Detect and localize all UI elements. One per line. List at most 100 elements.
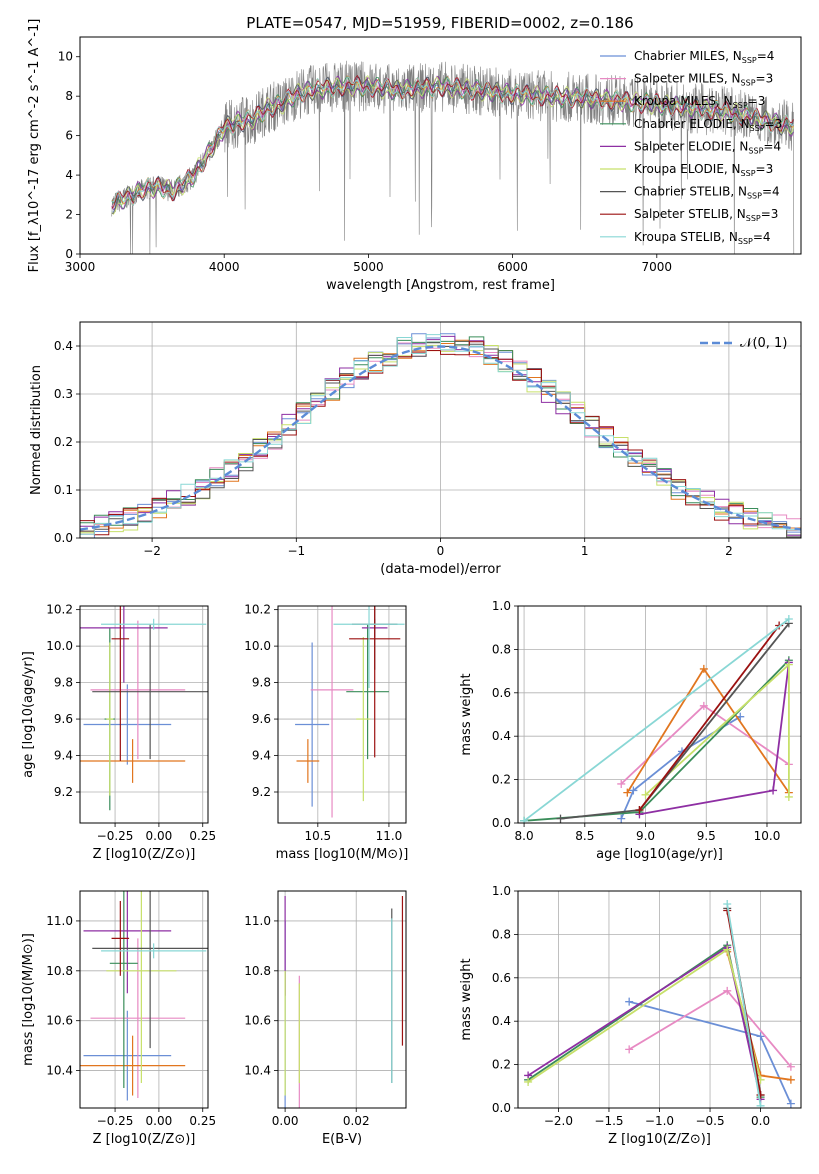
y-tick-label: 9.2 [252, 785, 271, 799]
y-tick-label: 10.4 [244, 1064, 271, 1078]
legend-count: =4 [762, 185, 780, 199]
x-tick-label: 10.5 [304, 829, 331, 843]
y-tick-label: 0.6 [492, 971, 511, 985]
x-tick-label: −0.25 [97, 1114, 134, 1128]
legend-model: Salpeter ELODIE, N [634, 139, 748, 153]
mass-weight-point [786, 1075, 795, 1084]
x-axis-label: Z [log10(Z/Z⊙)] [93, 1132, 196, 1147]
mass-weight-point [784, 660, 793, 669]
axes-mass-weight-vs-age: 8.0 8.5 9.0 9.5 10.0 0.0 0.2 0.4 0.6 0.8 1.0 age [l… [459, 599, 802, 862]
y-axis-label: mass [log10(M/M⊙)] [21, 933, 36, 1066]
x-tick-label: 0.0 [751, 1114, 770, 1128]
legend-count: =4 [763, 139, 781, 153]
legend-count: =3 [761, 207, 779, 221]
y-axis-label: Normed distribution [29, 365, 44, 495]
legend-subscript: SSP [742, 56, 757, 65]
y-tick-label: 0.8 [492, 642, 511, 656]
mass-weight-point [623, 788, 632, 797]
plot-area-mass-weight-vs-age [520, 615, 793, 823]
legend-entry: Kroupa ELODIE, NSSP=3 [634, 162, 773, 178]
y-axis-label: Flux [f_λ10^-17 erg cm^-2 s^-1 A^-1] [27, 19, 42, 273]
x-tick-label: −0.5 [695, 1114, 724, 1128]
axes-residuals: −2 −1 0 1 2 0.0 0.1 0.2 0.3 0.4 (data-model)/error… [29, 321, 802, 577]
legend-count: =3 [765, 117, 783, 131]
axes-age-vs-mass: 10.5 11.0 9.2 9.4 9.6 9.8 10.0 10.2 mass [log10(… [244, 603, 408, 862]
axes-spectrum: 3000 4000 5000 6000 7000 0 2 4 6 8 10 wavelength [A… [27, 19, 802, 293]
legend-entry: Salpeter STELIB, NSSP=3 [634, 207, 778, 223]
mass-weight-point [617, 814, 626, 823]
axes-mass-vs-EBV: 0.00 0.02 10.4 10.6 10.8 11.0 E(B-V) [244, 890, 407, 1147]
y-tick-label: 10.4 [46, 1064, 73, 1078]
y-axis-label: age [log10(age/yr)] [21, 651, 36, 778]
legend-model: Salpeter MILES, N [634, 72, 741, 86]
legend-subscript: SSP [746, 214, 761, 223]
mass-weight-line [726, 951, 792, 1081]
legend-model: Kroupa MILES, N [634, 94, 733, 108]
mass-weight-point [524, 1077, 533, 1086]
mass-weight-point [784, 792, 793, 801]
y-tick-label: 0.0 [54, 531, 73, 545]
histogram-steps [80, 334, 801, 535]
y-tick-label: 0.6 [492, 686, 511, 700]
x-tick-label: 3000 [65, 260, 96, 274]
legend-entry: Chabrier MILES, NSSP=4 [634, 49, 774, 65]
x-tick-label: 8.5 [575, 829, 594, 843]
x-tick-label: 0.00 [146, 829, 173, 843]
y-tick-label: 0 [65, 247, 73, 261]
y-tick-label: 9.4 [54, 749, 73, 763]
legend-count: =3 [748, 94, 766, 108]
y-tick-label: 0.2 [492, 1058, 511, 1072]
y-tick-label: 0.1 [54, 483, 73, 497]
mass-weight-line [560, 622, 790, 820]
mass-weight-point [625, 997, 634, 1006]
x-tick-label: −2.0 [544, 1114, 573, 1128]
y-tick-label: 9.8 [54, 676, 73, 690]
plot-area-age-vs-mass [295, 606, 405, 818]
mass-weight-point [723, 945, 732, 954]
mass-weight-line [524, 659, 790, 822]
legend-model: Kroupa STELIB, N [634, 230, 738, 244]
legend-entry: Kroupa MILES, NSSP=3 [634, 94, 765, 110]
x-tick-label: 7000 [642, 260, 673, 274]
x-axis-label: wavelength [Angstrom, rest frame] [326, 278, 555, 293]
legend-entry: Kroupa STELIB, NSSP=4 [634, 230, 771, 246]
axes-frame [517, 605, 802, 824]
y-tick-label: 8 [65, 89, 73, 103]
legend-model: Salpeter STELIB, N [634, 207, 746, 221]
plot-area-mass-vs-EBV [284, 895, 404, 1108]
x-tick-label: 10.0 [754, 829, 781, 843]
mass-weight-line [638, 624, 780, 811]
legend-entry: Chabrier ELODIE, NSSP=3 [634, 117, 782, 133]
y-tick-label: 0.2 [54, 435, 73, 449]
y-tick-label: 10 [58, 50, 73, 64]
x-axis-label: (data-model)/error [380, 562, 501, 577]
legend-model: Chabrier MILES, N [634, 49, 742, 63]
legend-entry: Salpeter MILES, NSSP=3 [634, 72, 773, 88]
model-fit-line [111, 74, 794, 209]
mass-weight-point [769, 786, 778, 795]
axes-frame [79, 36, 802, 255]
x-tick-label: 2 [725, 544, 733, 558]
x-axis-label: Z [log10(Z/Z⊙)] [93, 847, 196, 862]
y-tick-label: 4 [65, 168, 73, 182]
mass-weight-point [617, 779, 626, 788]
y-tick-label: 10.6 [46, 1014, 73, 1028]
legend-subscript: SSP [738, 237, 753, 246]
axes-mass-weight-vs-Z: −2.0 −1.5 −1.0 −0.5 0.0 0.0 0.2 0.4 0.6 0.8 1.0 Z [… [459, 884, 802, 1147]
y-tick-label: 9.8 [252, 676, 271, 690]
x-tick-label: −1.5 [594, 1114, 623, 1128]
x-tick-label: −1.0 [645, 1114, 674, 1128]
x-tick-label: 9.0 [636, 829, 655, 843]
mass-weight-point [556, 814, 565, 823]
legend-subscript: SSP [741, 169, 756, 178]
x-tick-label: 0.00 [146, 1114, 173, 1128]
x-axis-label: age [log10(age/yr)] [596, 847, 723, 862]
mass-weight-point [786, 1099, 795, 1108]
y-tick-label: 10.2 [244, 603, 271, 617]
y-tick-label: 9.4 [252, 749, 271, 763]
mass-weight-line [523, 618, 790, 822]
y-tick-label: 9.6 [54, 712, 73, 726]
legend-subscript: SSP [733, 101, 748, 110]
mass-weight-point [625, 1045, 634, 1054]
legend-entry: 𝒩(0, 1) [740, 336, 787, 351]
